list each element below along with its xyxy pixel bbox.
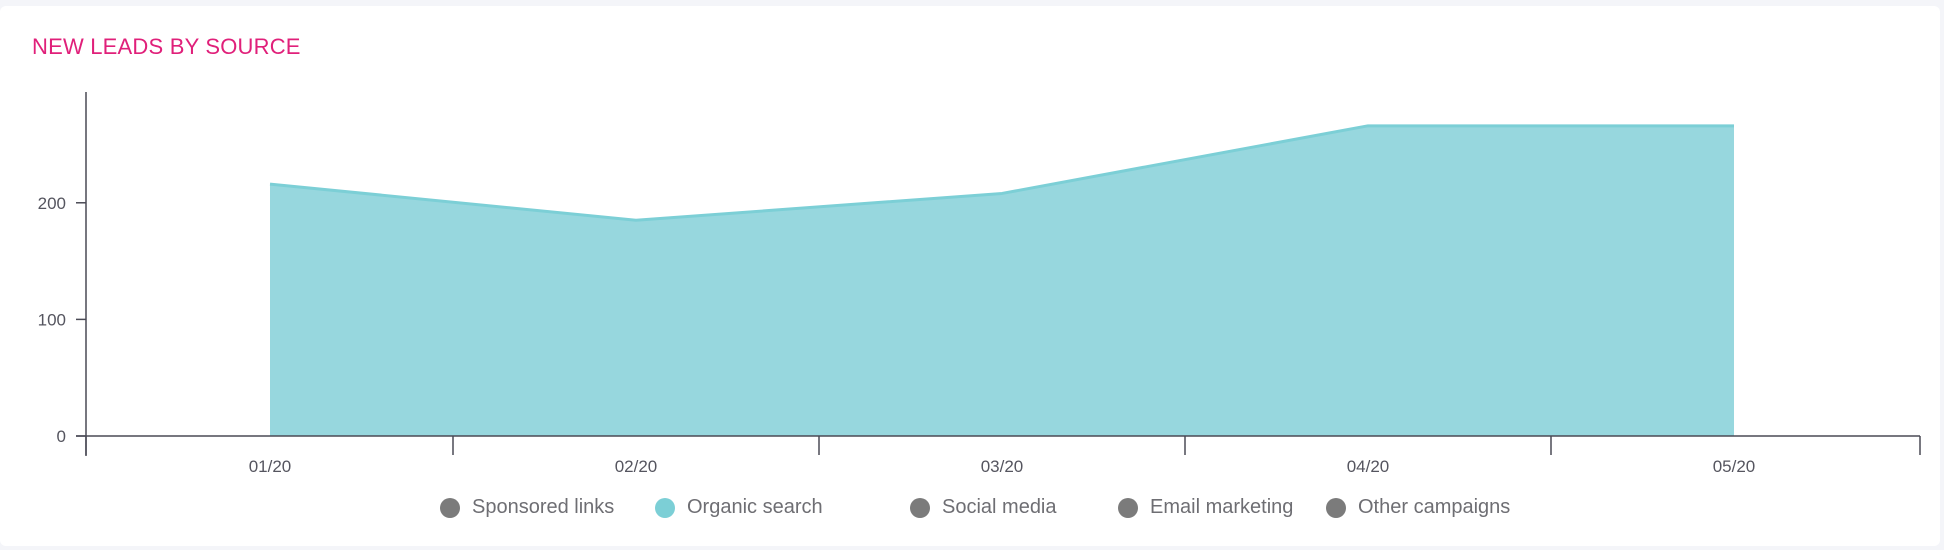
legend-dot-icon [655,497,675,518]
legend-item-organic-search[interactable]: Organic search [655,496,823,519]
x-tick-label-03/20: 03/20 [981,457,1024,476]
legend-label: Social media [942,496,1057,518]
y-tick-label-100: 100 [38,310,66,329]
legend-dot-icon [1326,497,1346,518]
chart-title: NEW LEADS BY SOURCE [32,34,301,59]
legend-label: Organic search [687,496,823,518]
y-tick-label-0: 0 [57,427,66,446]
legend-label: Sponsored links [472,496,615,518]
legend-dot-icon [1118,497,1138,518]
legend-dot-icon [440,497,460,518]
legend-label: Other campaigns [1358,496,1511,518]
area-fill-0 [270,125,1734,436]
x-tick-label-01/20: 01/20 [249,457,292,476]
x-tick-label-02/20: 02/20 [615,457,658,476]
legend-item-sponsored-links[interactable]: Sponsored links [440,496,614,519]
legend-item-social-media[interactable]: Social media [910,496,1057,519]
legend-dot-icon [910,497,930,518]
x-tick-label-05/20: 05/20 [1713,457,1756,476]
chart-legend: Sponsored links Organic search Social me… [0,496,1940,536]
legend-label: Email marketing [1150,496,1294,518]
legend-item-email-marketing[interactable]: Email marketing [1118,496,1293,519]
x-tick-label-04/20: 04/20 [1347,457,1390,476]
chart-card: NEW LEADS BY SOURCE 0 100 200 01/20 02/20 03/… [0,6,1940,546]
area-chart: 0 100 200 01/20 02/20 03/20 04/20 05/20 [38,92,1921,476]
y-tick-label-200: 200 [38,194,66,213]
legend-item-other-campaigns[interactable]: Other campaigns [1326,496,1510,519]
